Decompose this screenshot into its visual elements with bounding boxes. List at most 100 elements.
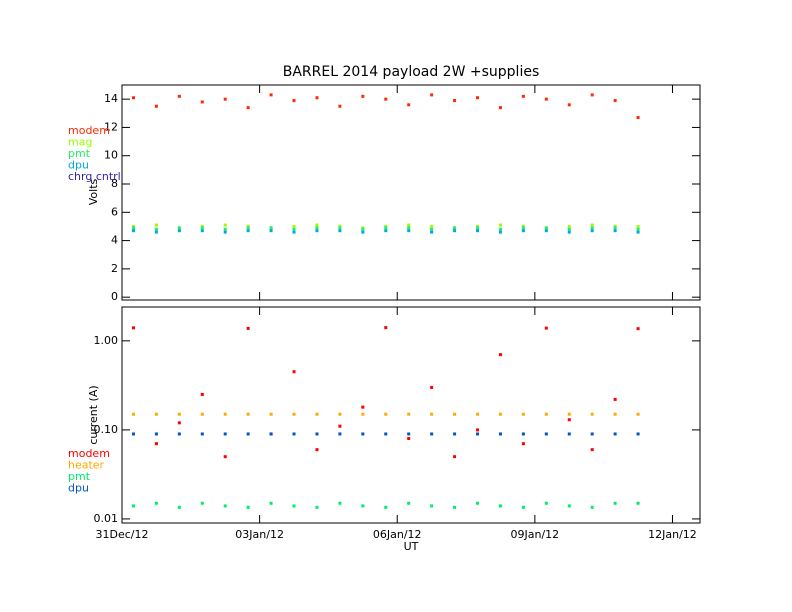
data-point bbox=[292, 412, 296, 416]
y-tick-label: 6 bbox=[111, 205, 118, 218]
data-point bbox=[384, 432, 388, 436]
y-axis-label: current (A) bbox=[87, 385, 100, 444]
data-point bbox=[544, 226, 548, 230]
y-tick-label: 0.01 bbox=[94, 512, 119, 525]
data-point bbox=[613, 432, 617, 436]
data-point bbox=[498, 432, 502, 436]
data-point bbox=[361, 227, 365, 231]
data-point bbox=[476, 229, 480, 233]
data-point bbox=[544, 432, 548, 436]
data-point bbox=[590, 223, 594, 227]
data-point bbox=[200, 432, 204, 436]
data-point bbox=[476, 428, 480, 432]
y-tick-label: 4 bbox=[111, 234, 118, 247]
data-point bbox=[361, 94, 365, 98]
data-point bbox=[315, 223, 319, 227]
data-point bbox=[384, 97, 388, 101]
data-point bbox=[544, 97, 548, 101]
data-point bbox=[636, 432, 640, 436]
data-point bbox=[384, 229, 388, 233]
data-point bbox=[177, 412, 181, 416]
data-point bbox=[177, 505, 181, 509]
data-point bbox=[246, 226, 250, 230]
legend-label: pmt bbox=[68, 470, 91, 483]
data-point bbox=[430, 504, 434, 508]
data-point bbox=[590, 229, 594, 233]
data-point bbox=[315, 412, 319, 416]
data-point bbox=[200, 226, 204, 230]
data-point bbox=[453, 229, 457, 233]
chart-title: BARREL 2014 payload 2W +supplies bbox=[283, 64, 540, 80]
data-point bbox=[521, 226, 525, 230]
data-point bbox=[315, 96, 319, 100]
data-point bbox=[246, 229, 250, 233]
y-tick-label: 14 bbox=[104, 92, 118, 105]
data-point bbox=[131, 504, 135, 508]
data-point bbox=[338, 424, 342, 428]
data-point bbox=[338, 229, 342, 233]
data-point bbox=[636, 224, 640, 228]
data-point bbox=[200, 412, 204, 416]
data-point bbox=[315, 448, 319, 452]
data-point bbox=[223, 504, 227, 508]
bottom-frame bbox=[121, 306, 701, 524]
x-tick-label: 06Jan/12 bbox=[373, 528, 422, 541]
data-point bbox=[544, 412, 548, 416]
data-point bbox=[498, 412, 502, 416]
data-point bbox=[544, 326, 548, 330]
data-point bbox=[131, 432, 135, 436]
top-frame bbox=[121, 84, 701, 301]
legend-label: dpu bbox=[68, 482, 89, 495]
data-point bbox=[521, 229, 525, 233]
data-point bbox=[269, 93, 273, 97]
legend-label: modem bbox=[68, 447, 110, 460]
data-point bbox=[498, 223, 502, 227]
data-point bbox=[338, 412, 342, 416]
data-point bbox=[177, 229, 181, 233]
data-point bbox=[154, 501, 158, 505]
data-point bbox=[544, 229, 548, 233]
data-point bbox=[407, 412, 411, 416]
data-point bbox=[269, 432, 273, 436]
y-tick-label: 8 bbox=[111, 177, 118, 190]
data-point bbox=[498, 106, 502, 110]
data-point bbox=[521, 505, 525, 509]
data-point bbox=[384, 226, 388, 230]
data-point bbox=[498, 504, 502, 508]
data-point bbox=[338, 104, 342, 108]
data-point bbox=[590, 226, 594, 230]
x-tick-label: 31Dec/12 bbox=[96, 528, 149, 541]
data-point bbox=[613, 501, 617, 505]
data-point bbox=[338, 432, 342, 436]
y-tick-label: 12 bbox=[104, 120, 118, 133]
data-point bbox=[154, 223, 158, 227]
data-point bbox=[177, 432, 181, 436]
data-point bbox=[521, 432, 525, 436]
data-point bbox=[315, 505, 319, 509]
data-point bbox=[154, 230, 158, 234]
data-point bbox=[430, 230, 434, 234]
data-point bbox=[590, 412, 594, 416]
data-point bbox=[476, 96, 480, 100]
data-point bbox=[521, 442, 525, 446]
data-point bbox=[292, 224, 296, 228]
data-point bbox=[430, 224, 434, 228]
data-point bbox=[200, 392, 204, 396]
data-point bbox=[430, 412, 434, 416]
data-point bbox=[154, 432, 158, 436]
data-point bbox=[269, 501, 273, 505]
data-point bbox=[567, 412, 571, 416]
data-point bbox=[613, 99, 617, 103]
data-point bbox=[131, 226, 135, 230]
data-point bbox=[498, 230, 502, 234]
data-point bbox=[177, 421, 181, 425]
data-point bbox=[223, 227, 227, 231]
data-point bbox=[223, 412, 227, 416]
data-point bbox=[613, 229, 617, 233]
data-point bbox=[498, 353, 502, 357]
data-point bbox=[154, 442, 158, 446]
data-point bbox=[636, 230, 640, 234]
data-point bbox=[407, 229, 411, 233]
data-point bbox=[407, 226, 411, 230]
